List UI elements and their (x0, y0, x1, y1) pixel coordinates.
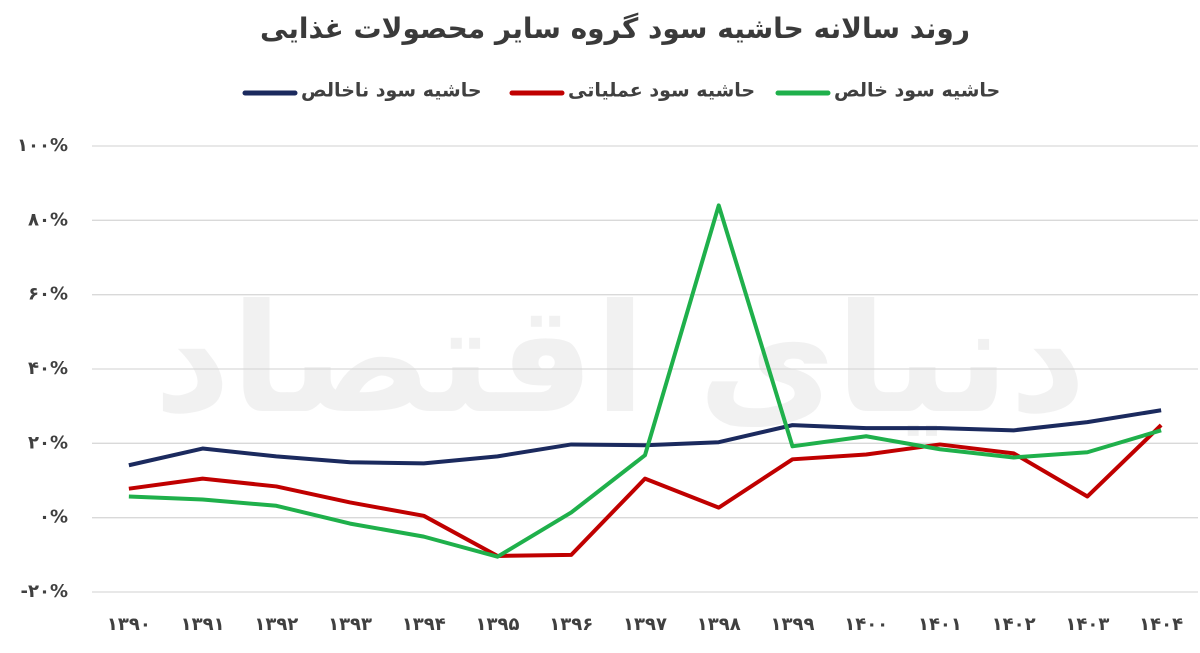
chart-title: روند سالانه حاشیه سود گروه سایر محصولات … (260, 12, 970, 45)
legend-label: حاشیه سود خالص (834, 80, 1000, 102)
x-tick-label: ۱۳۹۲ (254, 614, 298, 635)
series-line (128, 408, 1162, 468)
legend-label: حاشیه سود ناخالص (301, 80, 482, 102)
x-tick-label: ۱۳۹۶ (549, 614, 593, 635)
x-tick-label: ۱۳۹۴ (402, 614, 446, 635)
x-tick-label: ۱۴۰۰ (844, 614, 888, 635)
x-tick-label: ۱۳۹۵ (476, 614, 520, 635)
y-tick-label: ۶۰% (28, 284, 68, 305)
x-tick-label: ۱۳۹۰ (107, 614, 151, 635)
x-tick-label: ۱۳۹۱ (181, 614, 225, 635)
series-line (128, 423, 1163, 558)
x-tick-label: ۱۳۹۹ (770, 614, 814, 635)
y-tick-label: ۱۰۰% (17, 135, 68, 156)
y-tick-label: ۲۰% (28, 432, 68, 453)
x-tick-label: ۱۳۹۸ (697, 614, 741, 635)
series-line (128, 203, 1162, 559)
y-tick-label: ۰% (39, 507, 68, 528)
x-tick-label: ۱۴۰۴ (1139, 614, 1183, 635)
y-tick-label: ۴۰% (28, 358, 68, 379)
watermark: دنیای اقتصاد (154, 273, 1087, 447)
x-tick-label: ۱۳۹۷ (623, 614, 667, 635)
x-tick-label: ۱۴۰۲ (992, 614, 1036, 635)
legend-label: حاشیه سود عملیاتی (568, 80, 755, 102)
x-tick-label: ۱۴۰۱ (918, 614, 962, 635)
x-tick-label: ۱۴۰۳ (1065, 614, 1109, 635)
y-tick-label: ۸۰% (28, 209, 68, 230)
y-tick-label: -۲۰% (21, 581, 68, 602)
x-tick-label: ۱۳۹۳ (328, 614, 372, 635)
